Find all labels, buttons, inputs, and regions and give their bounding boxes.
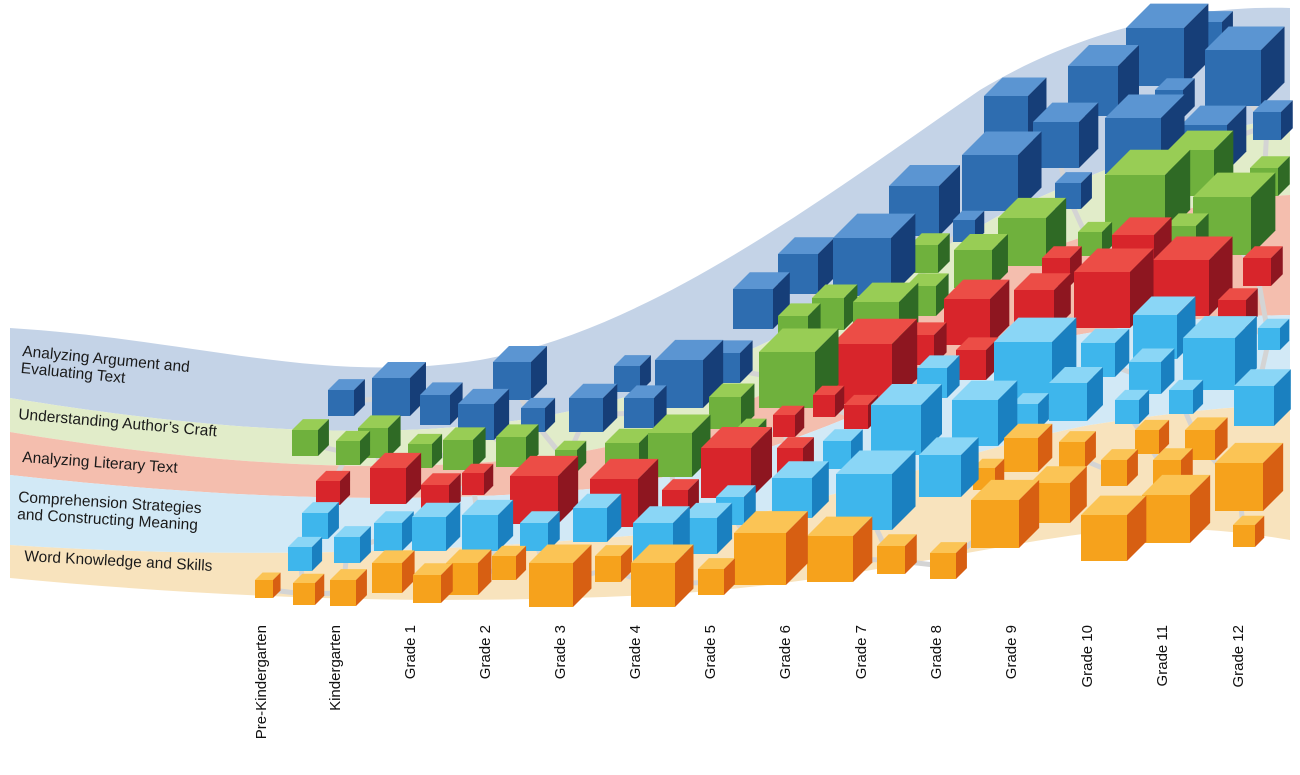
grade-label-grade-10: Grade 10 <box>1079 625 1096 688</box>
grade-axis: Pre-Kindergarten Kindergarten Grade 1 Gr… <box>253 625 1247 739</box>
cube-comprehension <box>334 526 371 563</box>
cube-word <box>698 558 735 595</box>
cube-comprehension <box>302 502 339 539</box>
skill-cubes <box>255 3 1293 607</box>
cube-argument <box>569 383 618 432</box>
cube-word <box>413 563 453 603</box>
cube-word <box>1185 417 1228 460</box>
cube-word <box>293 573 325 605</box>
cube-literary <box>813 385 845 417</box>
cube-craft <box>709 383 755 429</box>
cube-word <box>1233 515 1265 547</box>
cube-argument <box>624 385 667 428</box>
cube-comprehension <box>1258 318 1290 350</box>
cube-comprehension <box>374 511 414 551</box>
cube-argument <box>493 346 547 400</box>
cube-comprehension <box>462 499 514 551</box>
cube-word <box>930 542 967 579</box>
cube-comprehension <box>412 502 461 551</box>
cube-craft <box>910 233 950 273</box>
cube-argument <box>328 379 365 416</box>
cube-literary <box>462 463 494 495</box>
cube-argument <box>1205 26 1285 107</box>
grade-label-grade-9: Grade 9 <box>1003 625 1020 679</box>
cube-word <box>446 549 492 595</box>
cube-word <box>877 534 917 574</box>
cube-word <box>971 479 1040 548</box>
cube-argument <box>733 272 790 329</box>
grade-label-prek: Pre-Kindergarten <box>253 625 270 739</box>
cube-word <box>734 511 808 585</box>
cube-word <box>595 545 632 582</box>
cube-comprehension <box>772 461 829 518</box>
cube-craft <box>292 419 329 456</box>
cube-literary <box>956 337 999 380</box>
cube-comprehension <box>573 493 622 542</box>
grade-label-grade-2: Grade 2 <box>477 625 494 679</box>
cube-literary <box>1074 248 1154 328</box>
cube-comprehension <box>1115 389 1150 424</box>
cube-comprehension <box>1129 348 1175 394</box>
grade-label-grade-3: Grade 3 <box>552 625 569 679</box>
cube-comprehension <box>520 511 560 551</box>
grade-label-grade-7: Grade 7 <box>853 625 870 679</box>
cube-comprehension <box>1234 369 1291 426</box>
grade-label-kindergarten: Kindergarten <box>327 625 344 711</box>
cube-word <box>1215 442 1284 511</box>
grade-label-grade-1: Grade 1 <box>402 625 419 679</box>
cube-argument <box>1253 100 1293 140</box>
cube-literary <box>370 452 422 504</box>
cube-word <box>372 550 415 593</box>
cube-word <box>1101 449 1138 486</box>
cube-comprehension <box>1183 316 1257 390</box>
cube-word <box>1004 423 1053 472</box>
cube-comprehension <box>288 536 323 571</box>
cube-craft <box>443 427 486 470</box>
cube-word <box>1135 419 1170 454</box>
grade-label-grade-12: Grade 12 <box>1230 625 1247 688</box>
cube-literary <box>1243 246 1283 286</box>
band-argument <box>10 7 1290 431</box>
cube-argument <box>372 362 426 416</box>
cube-literary <box>773 405 805 437</box>
cube-word <box>529 544 592 607</box>
grade-label-grade-11: Grade 11 <box>1154 625 1171 686</box>
cube-argument <box>962 131 1042 211</box>
cube-literary <box>316 470 351 505</box>
cube-literary <box>944 279 1010 345</box>
grade-label-grade-8: Grade 8 <box>928 625 945 679</box>
cube-comprehension <box>871 384 942 455</box>
cube-craft <box>812 284 858 330</box>
cube-word <box>807 516 873 582</box>
cube-comprehension <box>919 437 979 497</box>
cube-word <box>1142 474 1211 543</box>
cube-literary <box>1153 236 1233 316</box>
cube-argument <box>420 382 463 425</box>
cube-word <box>1059 431 1096 468</box>
cube-comprehension <box>1169 379 1204 414</box>
cube-word <box>631 544 694 607</box>
cube-word <box>330 569 367 606</box>
cube-word <box>255 572 281 598</box>
band-word <box>10 405 1290 600</box>
cube-craft <box>496 424 539 467</box>
grade-label-grade-5: Grade 5 <box>702 625 719 679</box>
grade-label-grade-6: Grade 6 <box>777 625 794 679</box>
cube-argument <box>1033 102 1099 168</box>
grade-label-grade-4: Grade 4 <box>627 625 644 679</box>
cube-craft <box>1193 172 1276 255</box>
cube-comprehension <box>1049 367 1103 421</box>
cube-craft <box>336 430 371 465</box>
cube-word <box>1081 495 1147 561</box>
cube-word <box>492 545 527 580</box>
